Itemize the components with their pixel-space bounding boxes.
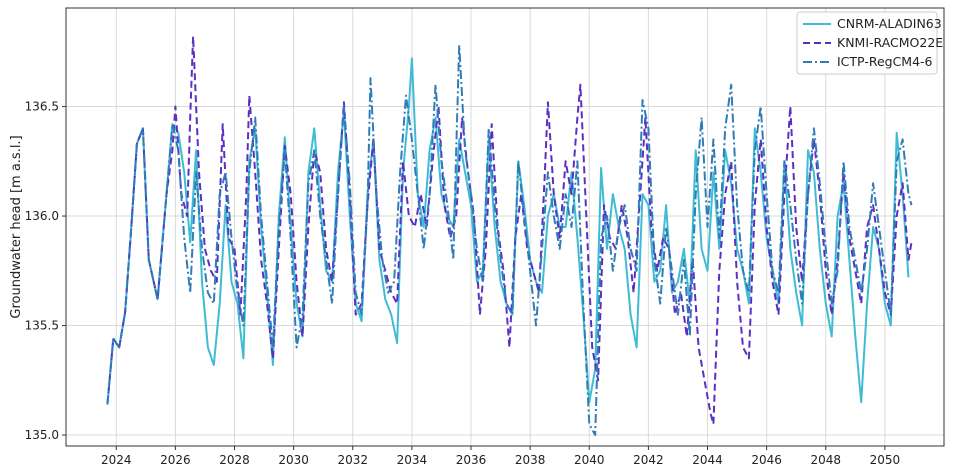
y-tick-label: 135.5 — [25, 319, 59, 333]
x-tick-label: 2042 — [633, 453, 664, 467]
x-axis-ticks: 2024 2026 2028 2030 2032 2034 2036 2038 2040 2042… — [101, 446, 900, 467]
x-tick-label: 2036 — [456, 453, 487, 467]
x-tick-label: 2030 — [278, 453, 309, 467]
y-tick-label: 136.0 — [25, 209, 59, 223]
x-tick-label: 2044 — [692, 453, 723, 467]
legend-box — [796, 11, 938, 75]
x-tick-label: 2048 — [810, 453, 841, 467]
legend-label-ictp-regcm4-6: ICTP-RegCM4-6 — [837, 54, 933, 69]
series-lines — [106, 35, 913, 436]
plot-frame — [65, 7, 945, 447]
x-tick-label: 2032 — [337, 453, 368, 467]
x-tick-label: 2040 — [574, 453, 605, 467]
y-tick-label: 135.0 — [25, 428, 59, 442]
y-axis-label: Groundwater head [m a.s.l.] — [9, 135, 24, 318]
legend-label-cnrm-aladin63: CNRM-ALADIN63 — [837, 16, 942, 31]
x-tick-label: 2034 — [397, 453, 428, 467]
series-line-knmi-racmo22e — [106, 35, 913, 426]
y-tick-label: 136.5 — [25, 100, 59, 114]
x-tick-label: 2026 — [160, 453, 191, 467]
x-tick-label: 2046 — [751, 453, 782, 467]
x-tick-label: 2028 — [219, 453, 250, 467]
grid-lines — [66, 8, 944, 446]
y-axis-ticks: 135.0 135.5 136.0 136.5 — [25, 100, 66, 442]
legend-label-knmi-racmo22e: KNMI-RACMO22E — [837, 35, 943, 50]
legend: CNRM-ALADIN63 KNMI-RACMO22E ICTP-RegCM4-6 — [796, 11, 943, 75]
x-tick-label: 2024 — [101, 453, 132, 467]
series-line-ictp-regcm4-6 — [106, 44, 913, 436]
x-tick-label: 2038 — [515, 453, 546, 467]
x-tick-label: 2050 — [870, 453, 901, 467]
